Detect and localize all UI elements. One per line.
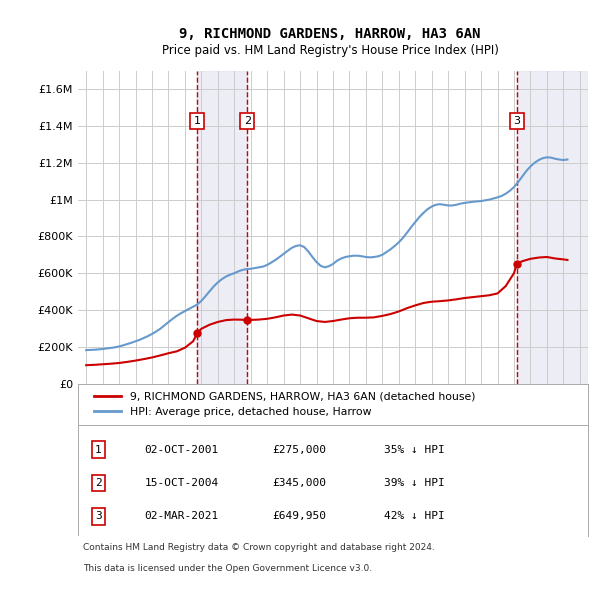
Text: 9, RICHMOND GARDENS, HARROW, HA3 6AN: 9, RICHMOND GARDENS, HARROW, HA3 6AN xyxy=(179,27,481,41)
Bar xyxy=(197,71,247,384)
Text: 35% ↓ HPI: 35% ↓ HPI xyxy=(384,445,445,455)
Text: £345,000: £345,000 xyxy=(272,478,326,488)
Text: 15-OCT-2004: 15-OCT-2004 xyxy=(145,478,218,488)
Text: 3: 3 xyxy=(95,512,102,522)
Text: 02-OCT-2001: 02-OCT-2001 xyxy=(145,445,218,455)
Text: 2: 2 xyxy=(244,116,251,126)
Text: £275,000: £275,000 xyxy=(272,445,326,455)
Text: 39% ↓ HPI: 39% ↓ HPI xyxy=(384,478,445,488)
Text: £649,950: £649,950 xyxy=(272,512,326,522)
Text: Price paid vs. HM Land Registry's House Price Index (HPI): Price paid vs. HM Land Registry's House … xyxy=(161,44,499,57)
Text: 42% ↓ HPI: 42% ↓ HPI xyxy=(384,512,445,522)
Text: 1: 1 xyxy=(194,116,201,126)
Text: 2: 2 xyxy=(95,478,102,488)
Legend: 9, RICHMOND GARDENS, HARROW, HA3 6AN (detached house), HPI: Average price, detac: 9, RICHMOND GARDENS, HARROW, HA3 6AN (de… xyxy=(89,386,481,422)
Text: 02-MAR-2021: 02-MAR-2021 xyxy=(145,512,218,522)
Bar xyxy=(517,71,588,384)
Text: 3: 3 xyxy=(513,116,520,126)
Text: 1: 1 xyxy=(95,445,102,455)
Text: This data is licensed under the Open Government Licence v3.0.: This data is licensed under the Open Gov… xyxy=(83,563,372,573)
Text: Contains HM Land Registry data © Crown copyright and database right 2024.: Contains HM Land Registry data © Crown c… xyxy=(83,543,435,552)
